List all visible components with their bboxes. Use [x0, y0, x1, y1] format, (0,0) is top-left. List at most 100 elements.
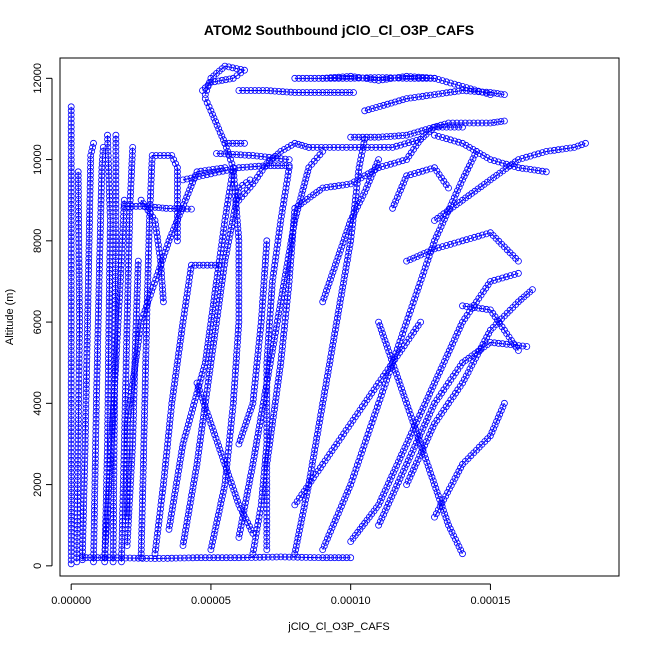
data-point [403, 172, 411, 180]
data-point [422, 438, 430, 446]
data-point [375, 76, 383, 84]
data-point [431, 131, 438, 139]
data-point [67, 298, 75, 306]
data-point [288, 236, 295, 244]
data-point [192, 468, 200, 476]
data-point [174, 471, 182, 479]
data-point [328, 524, 336, 532]
data-point [445, 184, 452, 192]
data-point [148, 168, 155, 176]
data-point [140, 310, 148, 318]
data-point [419, 74, 427, 81]
data-point [337, 246, 344, 254]
data-point [411, 442, 419, 450]
data-point [112, 180, 120, 188]
data-point [243, 554, 251, 561]
data-point [280, 278, 288, 286]
data-point [417, 276, 425, 283]
data-point [118, 554, 125, 562]
data-point [90, 530, 98, 538]
data-point [189, 405, 197, 413]
data-point [362, 185, 370, 192]
data-point [351, 143, 359, 151]
data-point [399, 132, 407, 139]
data-point [476, 150, 484, 157]
data-point [451, 239, 458, 247]
data-point [263, 481, 271, 489]
data-point [172, 554, 180, 562]
data-point [444, 350, 452, 358]
data-point [81, 460, 89, 468]
data-point [87, 163, 94, 171]
data-point [75, 371, 83, 379]
data-point [112, 273, 119, 280]
data-point [442, 181, 450, 189]
data-point [470, 119, 478, 127]
data-point [74, 184, 82, 192]
data-point [249, 395, 257, 403]
data-point [395, 158, 403, 166]
data-point [323, 74, 331, 82]
data-point [318, 403, 326, 411]
data-point [404, 436, 412, 444]
data-point [273, 553, 281, 561]
data-point [365, 177, 373, 185]
data-point [371, 76, 379, 84]
data-point [67, 111, 75, 119]
data-point [107, 444, 115, 452]
data-point [125, 237, 133, 245]
data-point [215, 125, 223, 133]
data-point [361, 135, 369, 143]
data-point [231, 184, 239, 192]
data-point [84, 318, 91, 325]
data-point [67, 387, 75, 395]
data-point [67, 253, 75, 261]
data-point [105, 489, 112, 497]
data-point [124, 269, 132, 277]
data-point [151, 555, 159, 562]
data-point [92, 435, 100, 443]
data-point [82, 412, 90, 420]
data-point [275, 229, 283, 237]
data-point [344, 252, 352, 260]
data-point [125, 261, 132, 269]
data-point [90, 522, 98, 530]
data-point [82, 381, 90, 389]
data-point [406, 453, 414, 461]
data-point [127, 188, 135, 196]
data-point [92, 423, 100, 431]
data-point [354, 410, 362, 417]
data-point [67, 432, 75, 440]
data-point [531, 166, 538, 174]
data-point [464, 165, 472, 173]
data-point [361, 172, 369, 180]
data-point [67, 180, 75, 188]
data-point [67, 436, 75, 444]
data-point [439, 361, 447, 369]
data-point [131, 343, 139, 350]
data-point [422, 126, 430, 134]
data-point [251, 538, 259, 545]
data-point [235, 534, 243, 541]
data-series [235, 237, 271, 448]
data-point [515, 347, 522, 354]
data-series [199, 62, 248, 98]
data-point [95, 278, 103, 285]
data-point [105, 481, 113, 489]
data-point [82, 408, 90, 416]
data-point [84, 306, 92, 314]
data-point [110, 471, 118, 479]
data-point [379, 76, 387, 84]
data-point [67, 330, 75, 338]
data-point [74, 505, 81, 513]
data-point [260, 282, 268, 289]
data-point [186, 503, 194, 511]
data-point [83, 377, 90, 385]
data-point [325, 531, 333, 539]
data-point [91, 487, 99, 494]
data-point [457, 546, 465, 554]
data-series [375, 338, 531, 529]
data-point [471, 86, 478, 94]
data-point [274, 382, 282, 390]
data-point [451, 88, 458, 96]
